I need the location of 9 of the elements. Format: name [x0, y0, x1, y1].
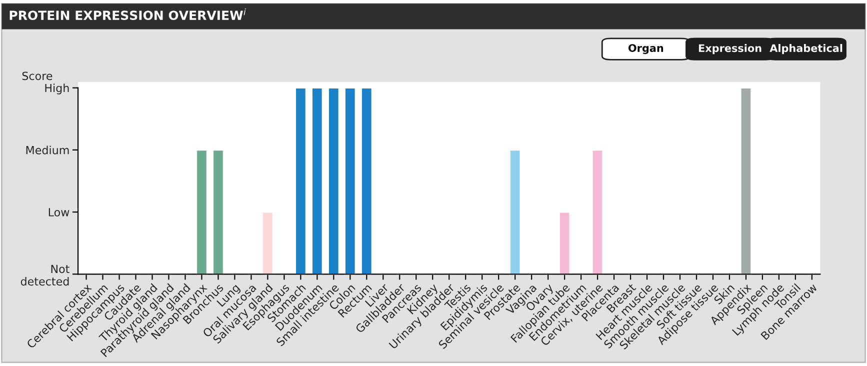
y-axis-title: Score — [22, 72, 52, 80]
text: High — [45, 84, 69, 94]
text: Alphabetical — [770, 44, 842, 54]
text: Low — [48, 208, 70, 216]
text: Expression — [698, 44, 762, 54]
chart-title: PROTEIN EXPRESSION OVERVIEW$^{i}$ — [10, 8, 246, 20]
text: Medium — [26, 146, 69, 154]
text: Organ — [628, 44, 664, 54]
text: Not detected — [20, 264, 70, 286]
